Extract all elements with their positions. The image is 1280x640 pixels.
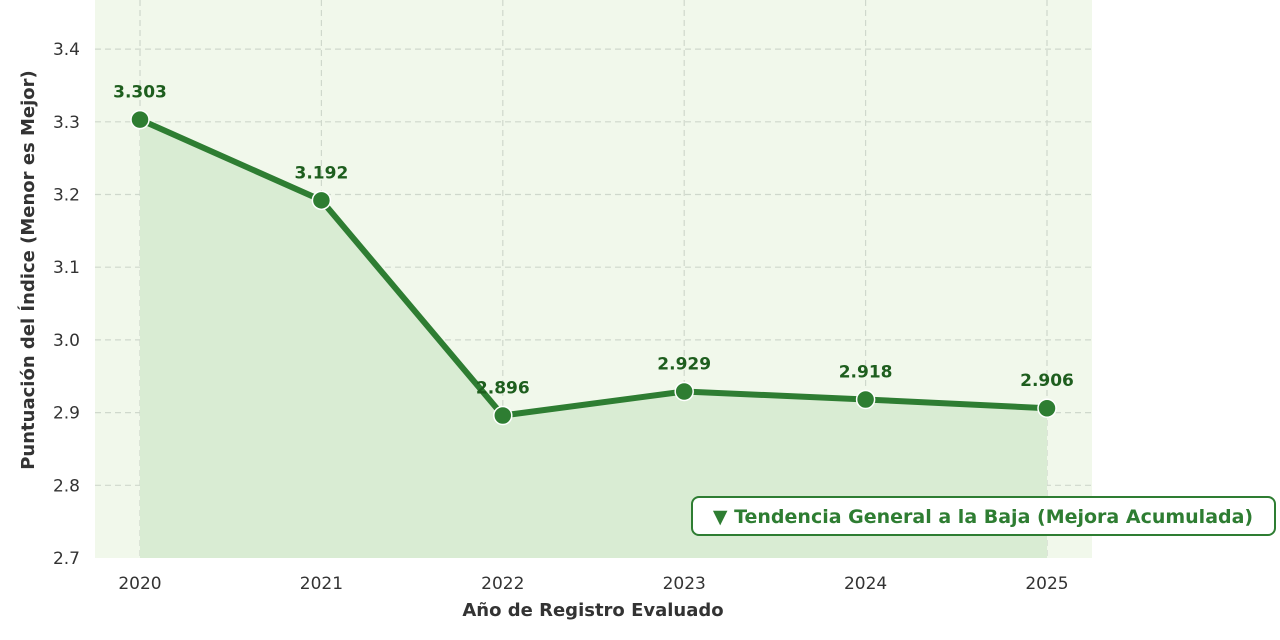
x-tick-label: 2025	[1025, 574, 1068, 594]
x-tick-label: 2022	[481, 574, 524, 594]
data-point	[855, 389, 876, 410]
x-tick-label: 2021	[300, 574, 343, 594]
y-tick-label: 3.4	[53, 40, 80, 60]
data-point	[674, 381, 694, 402]
y-tick-label: 3.0	[53, 331, 80, 351]
data-label: 3.192	[295, 163, 349, 183]
y-tick-labels: 2.7 2.8 2.9 3.0 3.1 3.2 3.3 3.4	[53, 40, 80, 569]
y-axis-title: Puntuación del Índice (Menor es Mejor)	[17, 70, 39, 470]
x-tick-label: 2024	[844, 574, 887, 594]
x-tick-label: 2020	[118, 574, 161, 594]
annotation-box: ▼ Tendencia General a la Baja (Mejora Ac…	[691, 496, 1276, 536]
annotation-text: ▼ Tendencia General a la Baja (Mejora Ac…	[713, 506, 1253, 528]
area-fill	[140, 119, 1047, 558]
y-tick-label: 2.7	[53, 549, 80, 569]
y-tick-label: 3.3	[53, 113, 80, 133]
data-label: 2.929	[657, 355, 711, 375]
data-point	[1037, 398, 1057, 418]
data-label: 2.896	[476, 379, 530, 399]
y-tick-label: 3.2	[53, 186, 80, 206]
x-axis-title: Año de Registro Evaluado	[462, 600, 723, 621]
x-tick-label: 2023	[663, 574, 706, 594]
data-point	[311, 190, 332, 211]
x-tick-labels: 2020 2021 2022 2023 2024 2025	[118, 574, 1068, 594]
data-label: 2.918	[839, 363, 893, 383]
y-tick-label: 3.1	[53, 258, 80, 278]
series-line	[137, 116, 1050, 419]
data-labels: 3.303 3.192 2.896 2.929 2.918 2.906	[113, 83, 1074, 399]
y-tick-label: 2.9	[53, 404, 80, 424]
y-tick-label: 2.8	[53, 476, 80, 496]
data-label: 2.906	[1020, 371, 1074, 391]
data-point	[130, 109, 150, 130]
data-points	[130, 109, 1057, 426]
data-point	[493, 405, 513, 426]
data-label: 3.303	[113, 83, 167, 103]
